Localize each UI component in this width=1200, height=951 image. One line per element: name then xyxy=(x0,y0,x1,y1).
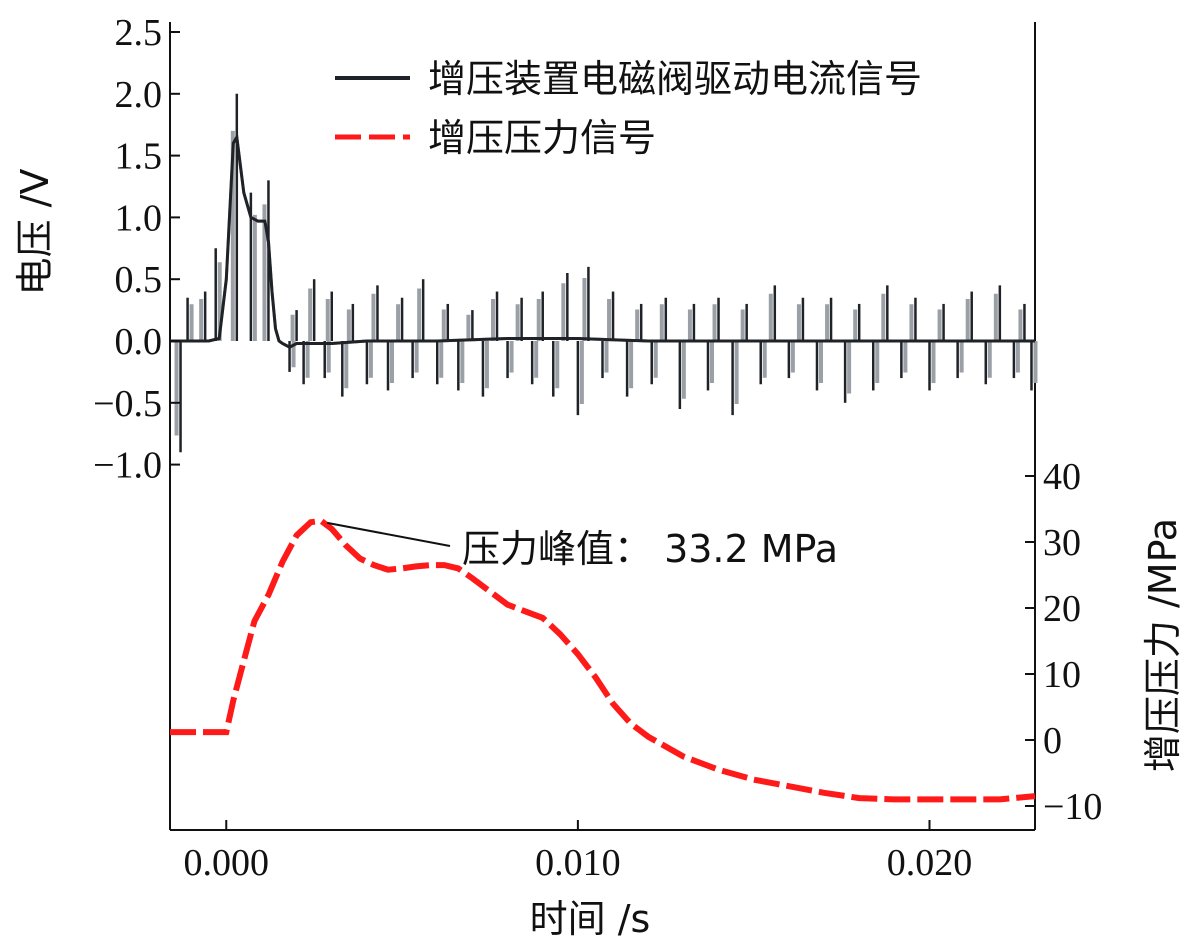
y-left-tick-label: −0.5 xyxy=(93,383,162,425)
peak-annotation: 压力峰值： 33.2 MPa xyxy=(327,521,838,571)
y-left-tick-label: 1.0 xyxy=(115,197,163,239)
traces xyxy=(170,93,1038,803)
legend-label-current: 增压装置电磁阀驱动电流信号 xyxy=(428,57,922,101)
y-left-tick-label: 1.5 xyxy=(115,136,163,178)
y-right-tick-label: 40 xyxy=(1043,456,1081,498)
legend: 增压装置电磁阀驱动电流信号 增压压力信号 xyxy=(335,57,922,160)
y-right-tick-label: 30 xyxy=(1043,522,1081,564)
x-tick-label: 0.010 xyxy=(535,842,621,884)
y-left-tick-label: 2.5 xyxy=(115,12,163,54)
y-right-tick-label: −10 xyxy=(1043,786,1102,828)
y-left-axis-title: 电压 /V xyxy=(13,169,57,296)
x-tick-label: 0.020 xyxy=(887,842,973,884)
annotation-leader-line xyxy=(327,521,451,547)
right-axis: −10 0 10 20 30 40 xyxy=(1025,456,1102,828)
y-right-tick-label: 20 xyxy=(1043,588,1081,630)
y-right-axis-title: 增压压力 /MPa xyxy=(1141,518,1185,772)
annotation-text: 压力峰值： 33.2 MPa xyxy=(462,527,838,571)
y-left-tick-label: 2.0 xyxy=(115,74,163,116)
y-left-tick-label: −1.0 xyxy=(93,445,162,487)
legend-label-pressure: 增压压力信号 xyxy=(428,116,656,160)
y-left-tick-label: 0.5 xyxy=(115,259,163,301)
x-axis-title: 时间 /s xyxy=(530,897,651,941)
pressure-signal-line xyxy=(170,517,1036,803)
x-tick-label: 0.000 xyxy=(184,842,270,884)
y-right-tick-label: 10 xyxy=(1043,654,1081,696)
current-signal-line xyxy=(170,132,1035,349)
plot-frame xyxy=(169,22,1036,831)
y-right-tick-label: 0 xyxy=(1043,720,1062,762)
y-left-tick-label: 0.0 xyxy=(115,321,163,363)
left-axis: −1.0 −0.5 0.0 0.5 1.0 1.5 2.0 2.5 xyxy=(93,12,180,487)
bottom-axis: 0.000 0.010 0.020 xyxy=(184,820,973,884)
current-signal-shadow xyxy=(170,132,1035,349)
